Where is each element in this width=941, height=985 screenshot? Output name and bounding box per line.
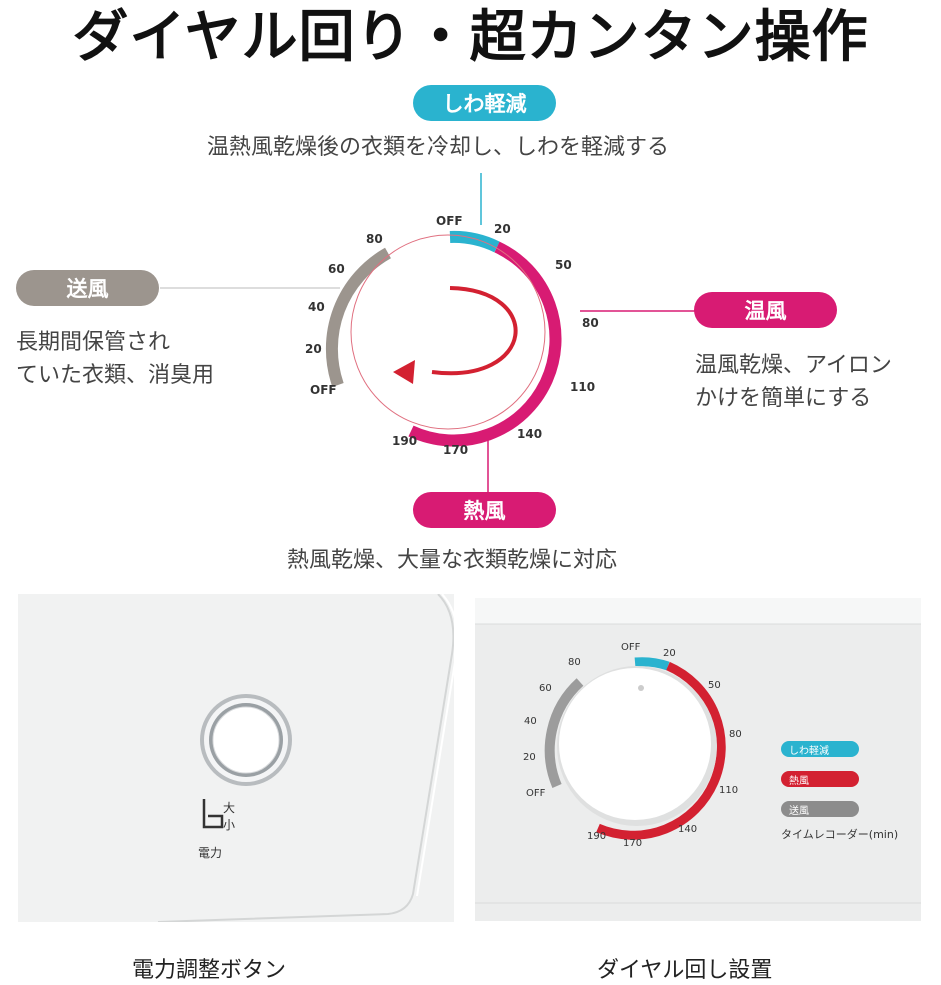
dial-tick-140: 140: [517, 427, 543, 441]
rotation-arrow: [431, 286, 518, 376]
power-button-photo: 大 小 電力: [18, 594, 454, 922]
power-level-large: 大: [223, 801, 236, 815]
photo-tick-110: 110: [719, 785, 739, 796]
mode-hot-badge: 熱風: [413, 492, 556, 528]
power-label: 電力: [198, 846, 223, 860]
legend-hot: 熱風: [781, 771, 859, 787]
dial-tick-left-40: 40: [308, 300, 325, 314]
photo-tick-left-40: 40: [524, 716, 537, 727]
dial-diagram: [160, 173, 695, 492]
dial-tick-190: 190: [392, 434, 418, 448]
mode-warm-badge: 温風: [694, 292, 837, 328]
photo-tick-off-right: OFF: [621, 642, 641, 653]
photo-tick-190: 190: [587, 831, 607, 842]
power-button: [212, 706, 280, 774]
photo-tick-left-80: 80: [568, 657, 581, 668]
photo-tick-50: 50: [708, 680, 721, 691]
mode-hot-desc: 熱風乾燥、大量な衣類乾燥に対応: [287, 548, 618, 573]
page-title: ダイヤル回り・超カンタン操作: [72, 5, 869, 70]
mode-fan-badge: 送風: [16, 270, 159, 306]
photo-hot-arc: [596, 661, 726, 840]
mode-fan-desc-line2: ていた衣類、消臭用: [16, 363, 215, 388]
mode-warm-desc-line1: 温風乾燥、アイロン: [695, 353, 892, 378]
dial-knob: [559, 668, 711, 820]
photo-tick-left-20: 20: [523, 752, 536, 763]
dial-photo: OFF 20 50 80 110 140 170 190 80 60 40 20…: [475, 598, 921, 921]
dial-indicator: [638, 685, 644, 691]
power-level-small: 小: [223, 818, 236, 832]
photo-tick-170: 170: [623, 838, 643, 849]
photo-tick-left-off: OFF: [526, 788, 546, 799]
hot-warm-arc: [408, 241, 562, 447]
mode-wrinkle-badge: しわ軽減: [413, 85, 556, 121]
power-button-caption: 電力調整ボタン: [132, 958, 287, 983]
mode-fan-desc-line1: 長期間保管され: [16, 330, 171, 355]
legend-fan: 送風: [781, 801, 859, 817]
fan-arc: [325, 247, 392, 387]
mode-wrinkle-desc: 温熱風乾燥後の衣類を冷却し、しわを軽減する: [207, 135, 670, 160]
dial-tick-left-60: 60: [328, 262, 345, 276]
dial-tick-50: 50: [555, 258, 572, 272]
photo-wrinkle-arc: [634, 657, 670, 671]
dial-tick-170: 170: [443, 443, 469, 457]
legend-title: タイムレコーダー(min): [781, 828, 899, 841]
mode-warm-desc-line2: かけを簡単にする: [695, 386, 872, 411]
dial-tick-left-20: 20: [305, 342, 322, 356]
inner-ring: [350, 234, 546, 430]
photo-tick-80: 80: [729, 729, 742, 740]
panel-edge: [157, 594, 454, 922]
photo-tick-140: 140: [678, 824, 698, 835]
dial-photo-caption: ダイヤル回し設置: [597, 958, 773, 983]
photo-tick-20: 20: [663, 648, 676, 659]
photo-tick-left-60: 60: [539, 683, 552, 694]
dial-tick-off-right: OFF: [436, 214, 463, 228]
rotation-arrow-head: [393, 360, 415, 384]
photo-fan-arc: [544, 678, 584, 788]
dial-tick-left-off: OFF: [310, 383, 337, 397]
dial-tick-80: 80: [582, 316, 599, 330]
dial-tick-110: 110: [570, 380, 596, 394]
legend-wrinkle: しわ軽減: [781, 741, 859, 757]
dial-tick-left-80: 80: [366, 232, 383, 246]
dial-tick-20: 20: [494, 222, 511, 236]
